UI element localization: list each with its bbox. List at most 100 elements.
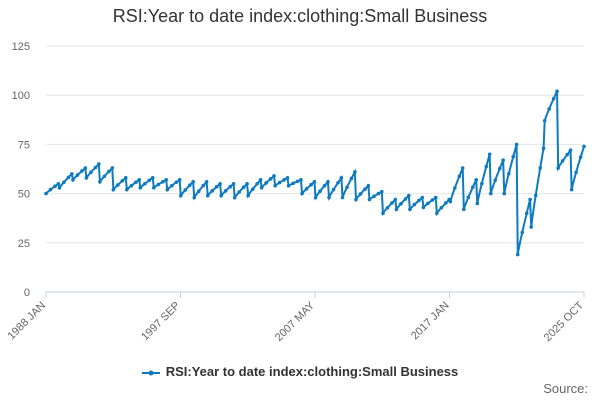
data-point[interactable] [358, 192, 363, 196]
data-point[interactable] [272, 174, 276, 178]
data-point[interactable] [196, 189, 201, 193]
data-point[interactable] [331, 187, 336, 192]
data-point[interactable] [349, 176, 354, 181]
data-point[interactable] [471, 185, 475, 189]
data-point[interactable] [565, 152, 569, 157]
data-point[interactable] [232, 195, 237, 200]
data-point[interactable] [578, 155, 583, 159]
data-point[interactable] [457, 174, 462, 179]
data-point[interactable] [568, 148, 573, 153]
data-point[interactable] [210, 189, 215, 193]
data-point[interactable] [299, 178, 303, 182]
data-point[interactable] [137, 178, 142, 182]
data-point[interactable] [170, 183, 174, 188]
data-point[interactable] [560, 159, 565, 163]
data-point[interactable] [75, 173, 80, 177]
data-point[interactable] [376, 191, 381, 196]
data-point[interactable] [286, 183, 291, 188]
data-point[interactable] [569, 187, 574, 192]
data-point[interactable] [326, 179, 330, 184]
data-point[interactable] [555, 89, 559, 94]
data-point[interactable] [582, 144, 586, 149]
data-point[interactable] [363, 187, 367, 191]
data-point[interactable] [309, 182, 313, 187]
data-point[interactable] [493, 178, 498, 182]
data-point[interactable] [277, 180, 282, 185]
data-point[interactable] [187, 183, 192, 188]
data-point[interactable] [201, 183, 206, 188]
data-point[interactable] [460, 166, 465, 170]
data-point[interactable] [246, 193, 250, 198]
data-point[interactable] [462, 207, 466, 212]
data-point[interactable] [488, 191, 493, 196]
data-point[interactable] [264, 181, 268, 185]
data-point[interactable] [487, 152, 492, 157]
data-point[interactable] [417, 198, 421, 203]
data-point[interactable] [372, 194, 376, 199]
data-point[interactable] [444, 201, 448, 205]
data-point[interactable] [219, 193, 224, 198]
data-point[interactable] [430, 198, 435, 202]
data-point[interactable] [120, 179, 125, 183]
data-point[interactable] [514, 142, 519, 147]
data-point[interactable] [107, 169, 111, 174]
data-point[interactable] [408, 207, 412, 212]
data-point[interactable] [273, 183, 277, 188]
data-point[interactable] [340, 195, 345, 200]
data-point[interactable] [111, 187, 116, 192]
data-point[interactable] [475, 201, 480, 206]
data-point[interactable] [258, 178, 263, 182]
data-point[interactable] [174, 180, 179, 185]
data-point[interactable] [412, 202, 417, 207]
data-point[interactable] [237, 190, 241, 194]
data-point[interactable] [295, 179, 300, 184]
data-point[interactable] [150, 176, 155, 180]
data-point[interactable] [177, 178, 182, 182]
data-point[interactable] [129, 183, 134, 188]
data-point[interactable] [524, 211, 529, 216]
data-point[interactable] [161, 179, 165, 184]
data-point[interactable] [183, 188, 188, 192]
data-point[interactable] [529, 225, 534, 229]
data-point[interactable] [366, 183, 371, 188]
data-point[interactable] [165, 187, 170, 192]
data-point[interactable] [89, 170, 93, 175]
data-point[interactable] [250, 187, 255, 192]
data-point[interactable] [484, 164, 489, 169]
data-point[interactable] [420, 195, 425, 200]
data-point[interactable] [502, 191, 507, 196]
data-point[interactable] [255, 181, 259, 186]
data-point[interactable] [223, 189, 228, 193]
data-point[interactable] [84, 176, 89, 180]
data-point[interactable] [421, 205, 426, 210]
data-point[interactable] [285, 176, 290, 180]
data-point[interactable] [125, 187, 129, 192]
data-point[interactable] [533, 193, 538, 198]
data-point[interactable] [367, 197, 372, 202]
data-point[interactable] [44, 191, 48, 196]
data-point[interactable] [538, 166, 542, 170]
data-point[interactable] [134, 180, 138, 185]
data-point[interactable] [336, 180, 340, 185]
data-point[interactable] [520, 230, 525, 235]
data-point[interactable] [501, 158, 505, 162]
data-point[interactable] [102, 174, 107, 179]
data-point[interactable] [433, 195, 438, 200]
data-point[interactable] [327, 195, 331, 200]
data-point[interactable] [403, 197, 408, 201]
data-point[interactable] [98, 179, 102, 184]
data-point[interactable] [218, 181, 222, 186]
data-point[interactable] [448, 199, 453, 204]
data-point[interactable] [453, 186, 457, 190]
data-point[interactable] [123, 176, 128, 180]
data-point[interactable] [116, 183, 120, 187]
data-point[interactable] [268, 177, 273, 181]
data-point[interactable] [205, 193, 210, 198]
data-point[interactable] [339, 176, 344, 180]
data-point[interactable] [228, 184, 232, 189]
data-point[interactable] [138, 185, 143, 190]
data-point[interactable] [143, 181, 147, 186]
legend[interactable]: RSI:Year to date index:clothing:Small Bu… [0, 364, 600, 379]
data-point[interactable] [300, 191, 304, 196]
data-point[interactable] [241, 185, 246, 189]
